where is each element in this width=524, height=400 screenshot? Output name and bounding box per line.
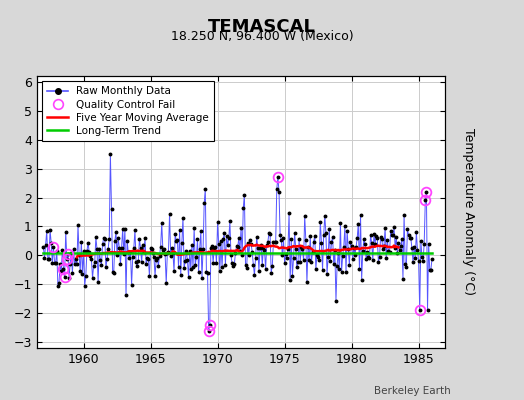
Text: TEMASCAL: TEMASCAL bbox=[208, 18, 316, 36]
Y-axis label: Temperature Anomaly (°C): Temperature Anomaly (°C) bbox=[462, 128, 475, 296]
Text: 18.250 N, 96.400 W (Mexico): 18.250 N, 96.400 W (Mexico) bbox=[171, 30, 353, 43]
Legend: Raw Monthly Data, Quality Control Fail, Five Year Moving Average, Long-Term Tren: Raw Monthly Data, Quality Control Fail, … bbox=[42, 81, 214, 141]
Text: Berkeley Earth: Berkeley Earth bbox=[374, 386, 451, 396]
